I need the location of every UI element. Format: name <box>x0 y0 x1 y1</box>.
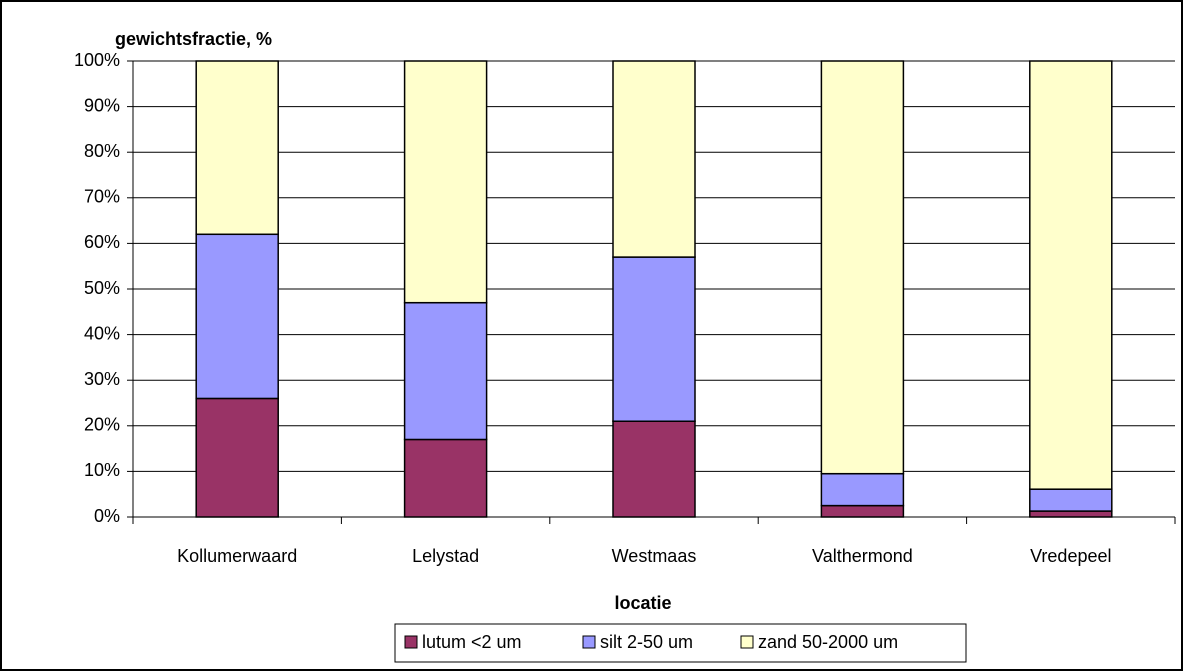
x-tick-label: Valthermond <box>812 546 913 566</box>
legend-label: zand 50-2000 um <box>758 632 898 652</box>
x-tick-label: Kollumerwaard <box>177 546 297 566</box>
y-tick-label: 10% <box>84 460 120 480</box>
bar-segment <box>195 233 279 400</box>
legend-swatch <box>582 635 596 649</box>
bar-segment <box>1029 510 1113 518</box>
bar-segment <box>195 397 279 518</box>
bar-segment <box>612 420 696 518</box>
y-tick-label: 30% <box>84 369 120 389</box>
legend-swatch <box>404 635 418 649</box>
y-tick-label: 40% <box>84 323 120 343</box>
x-axis-label: locatie <box>614 593 671 613</box>
bar-segment <box>403 438 488 518</box>
y-tick-label: 70% <box>84 187 120 207</box>
x-tick-label: Vredepeel <box>1030 546 1111 566</box>
y-tick-label: 20% <box>84 415 120 435</box>
bar-segment <box>403 301 488 441</box>
bar-segment <box>403 60 488 304</box>
y-axis-label: gewichtsfractie, % <box>115 29 272 49</box>
bar-segment <box>1029 60 1113 490</box>
bar-segment <box>820 60 905 475</box>
bar-segment <box>1029 488 1113 512</box>
legend-label: lutum <2 um <box>422 632 522 652</box>
y-tick-label: 100% <box>74 50 120 70</box>
x-tick-label: Lelystad <box>412 546 479 566</box>
bar-segment <box>820 504 905 518</box>
bar-segment <box>195 60 279 236</box>
y-tick-label: 60% <box>84 232 120 252</box>
legend <box>394 623 967 663</box>
x-tick-label: Westmaas <box>612 546 697 566</box>
legend-label: silt 2-50 um <box>600 632 693 652</box>
bar-segment <box>612 256 696 422</box>
y-tick-label: 90% <box>84 95 120 115</box>
y-tick-label: 80% <box>84 141 120 161</box>
bar-segment <box>820 472 905 507</box>
y-tick-label: 0% <box>94 506 120 526</box>
legend-swatch <box>740 635 754 649</box>
y-tick-label: 50% <box>84 278 120 298</box>
bar-segment <box>612 60 696 258</box>
